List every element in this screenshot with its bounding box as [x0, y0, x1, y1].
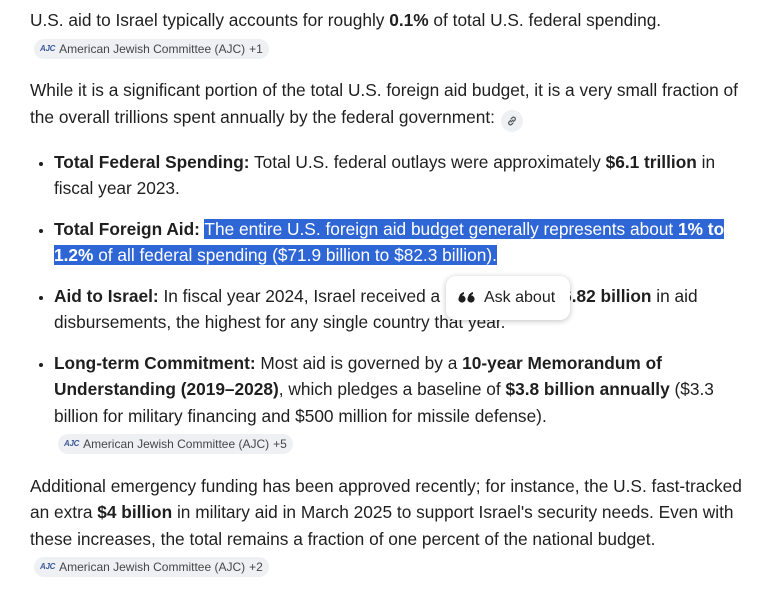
quote-icon: [458, 292, 475, 303]
bold-text: Total Federal Spending:: [54, 151, 250, 172]
text: In fiscal year 2024, Israel received a: [158, 285, 441, 306]
text: U.S. aid to Israel typically accounts fo…: [30, 10, 390, 30]
source-extra: +5: [273, 437, 287, 451]
text: of total U.S. federal spending.: [428, 10, 662, 30]
paragraph: U.S. aid to Israel typically accounts fo…: [30, 7, 748, 60]
text: of all federal spending ($71.9 billion t…: [93, 245, 497, 265]
ask-about-button[interactable]: Ask about: [446, 276, 570, 320]
text: Total U.S. federal outlays were approxim…: [249, 151, 606, 172]
bold-text: $3.8 billion annually: [505, 379, 670, 399]
text: in fiscal year 2023.: [54, 151, 716, 199]
source-logo: AJC: [64, 439, 80, 448]
text: in military aid in March 2025 to support…: [30, 502, 734, 549]
text: ($3.3 billion for military financing and…: [54, 379, 714, 426]
bold-text: Aid to Israel:: [54, 285, 159, 306]
source-name: American Jewish Committee (AJC): [83, 437, 270, 451]
bold-text: 10-year Memorandum of Understanding (201…: [54, 352, 662, 400]
bold-text: 0.1%: [389, 10, 429, 30]
bullet: Aid to Israel: In fiscal year 2024, Isra…: [54, 283, 748, 336]
source-logo: AJC: [40, 562, 56, 571]
text: in aid disbursements, the highest for an…: [54, 285, 698, 333]
answer: U.S. aid to Israel typically accounts fo…: [30, 7, 748, 596]
bold-text: $4 billion: [97, 502, 173, 522]
bullet: Total Federal Spending: Total U.S. feder…: [54, 149, 748, 202]
text: The entire U.S. foreign aid budget gener…: [204, 218, 679, 239]
source-chip[interactable]: AJC American Jewish Committee (AJC) +2: [34, 557, 269, 577]
ask-about-label: Ask about: [484, 288, 556, 306]
bullet: Total Foreign Aid: The entire U.S. forei…: [54, 216, 748, 269]
source-chip[interactable]: AJC American Jewish Committee (AJC) +5: [58, 434, 293, 454]
bullet: Long-term Commitment: Most aid is govern…: [54, 350, 748, 456]
bullet-list: Total Federal Spending: Total U.S. feder…: [30, 149, 748, 456]
source-extra: +1: [249, 41, 263, 56]
paragraph: While it is a significant portion of the…: [30, 77, 748, 132]
text: Additional emergency funding has been ap…: [30, 475, 742, 523]
text: , which pledges a baseline of: [278, 379, 506, 399]
bold-text: 6.82 billion: [562, 285, 652, 306]
text: Most aid is governed by a: [255, 352, 463, 373]
bold-text: Long-term Commitment:: [54, 352, 256, 373]
source-extra: +2: [249, 560, 263, 574]
bold-text: $6.1 trillion: [605, 151, 697, 172]
source-chip[interactable]: AJC American Jewish Committee (AJC) +1: [34, 38, 269, 59]
link-button[interactable]: [500, 109, 523, 132]
paragraph: Additional emergency funding has been ap…: [30, 473, 748, 579]
text: While it is a significant portion of the…: [30, 80, 738, 127]
source-logo: AJC: [40, 43, 56, 53]
source-name: American Jewish Committee (AJC): [59, 41, 246, 56]
source-name: American Jewish Committee (AJC): [59, 560, 246, 574]
link-icon: [508, 116, 516, 125]
bold-text: Total Foreign Aid:: [54, 218, 200, 239]
